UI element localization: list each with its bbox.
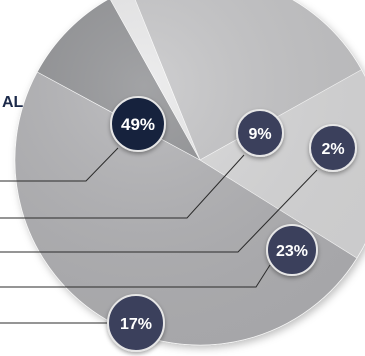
badge-49pct: 49%: [110, 96, 166, 152]
badge-value-label: 23%: [276, 243, 308, 260]
percentage-badges: 49% 9% 2% 23% 17%: [107, 96, 357, 352]
badge-circle: [266, 224, 318, 276]
pie-slices: [14, 0, 365, 346]
leader-line-9pct: [0, 154, 245, 219]
badge-2pct: 2%: [309, 124, 357, 172]
chart-title-fragment: AL: [2, 94, 24, 111]
badge-circle: [107, 294, 165, 352]
leader-line-23pct: [0, 264, 271, 288]
leader-line-2pct: [0, 169, 318, 253]
badge-value-label: 49%: [121, 115, 155, 134]
badge-circle: [236, 109, 284, 157]
leader-lines: [0, 147, 318, 324]
badge-17pct: 17%: [107, 294, 165, 352]
badge-23pct: 23%: [266, 224, 318, 276]
badge-value-label: 2%: [321, 141, 344, 158]
badge-9pct: 9%: [236, 109, 284, 157]
badge-value-label: 17%: [120, 316, 152, 333]
badge-circle: [309, 124, 357, 172]
leader-line-49pct: [0, 147, 119, 182]
badge-value-label: 9%: [248, 126, 271, 143]
badge-circle: [110, 96, 166, 152]
